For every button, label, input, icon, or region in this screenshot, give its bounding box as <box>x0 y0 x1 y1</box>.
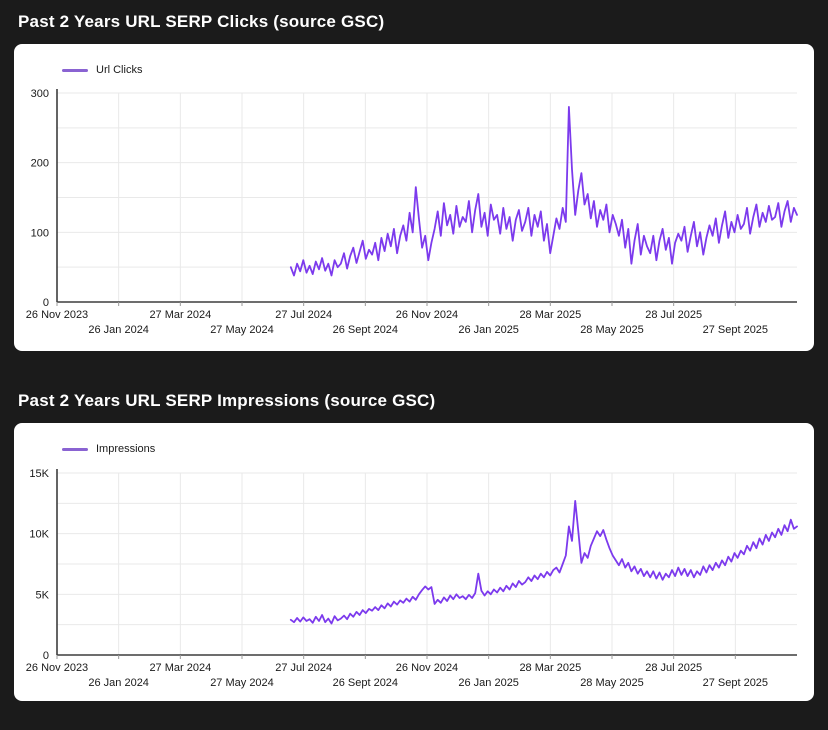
y-tick-label: 300 <box>31 88 49 100</box>
x-tick-label: 27 Mar 2024 <box>149 662 211 674</box>
x-tick-label: 28 Jul 2025 <box>645 309 702 321</box>
clicks-chart-title: Past 2 Years URL SERP Clicks (source GSC… <box>18 12 385 31</box>
x-tick-label: 26 Jan 2025 <box>458 677 519 689</box>
y-tick-label: 10K <box>29 529 49 541</box>
impressions-legend-line-icon <box>62 447 88 451</box>
x-tick-label: 26 Jan 2024 <box>88 677 149 689</box>
y-tick-label: 0 <box>43 297 49 309</box>
x-tick-label: 26 Jan 2024 <box>88 324 149 336</box>
y-tick-label: 200 <box>31 158 49 170</box>
impressions-chart-panel: Impressions 26 Nov 2023 26 Jan 2024 27 Mar… <box>14 423 814 701</box>
y-tick-label: 0 <box>43 650 49 662</box>
x-tick-label: 26 Nov 2024 <box>396 662 458 674</box>
y-tick-label: 5K <box>36 589 50 601</box>
x-tick-label: 27 Mar 2024 <box>149 309 211 321</box>
x-tick-label: 27 Sept 2025 <box>703 324 768 336</box>
y-tick-label: 100 <box>31 227 49 239</box>
x-tick-label: 27 May 2024 <box>210 677 274 689</box>
impressions-line <box>289 500 798 625</box>
x-tick-label: 27 Jul 2024 <box>275 662 332 674</box>
x-tick-label: 26 Jan 2025 <box>458 324 519 336</box>
x-tick-label: 26 Sept 2024 <box>333 324 398 336</box>
x-tick-label: 26 Nov 2023 <box>26 662 88 674</box>
x-tick-label: 27 Jul 2024 <box>275 309 332 321</box>
x-tick-label: 26 Nov 2023 <box>26 309 88 321</box>
impressions-legend-label: Impressions <box>96 443 156 455</box>
clicks-chart-panel: Url Clicks 26 Nov 2023 26 Jan 2024 27 Mar … <box>14 44 814 351</box>
x-tick-label: 28 May 2025 <box>580 677 644 689</box>
x-tick-label: 28 Mar 2025 <box>519 309 581 321</box>
x-tick-label: 27 Sept 2025 <box>703 677 768 689</box>
x-tick-label: 27 May 2024 <box>210 324 274 336</box>
page: { "page": { "background": "#1b1b1b", "pa… <box>0 12 828 730</box>
x-tick-label: 28 Jul 2025 <box>645 662 702 674</box>
y-tick-label: 15K <box>29 468 49 480</box>
clicks-legend-line-icon <box>62 68 88 72</box>
clicks-legend: Url Clicks <box>62 64 142 76</box>
impressions-chart-title: Past 2 Years URL SERP Impressions (sourc… <box>18 391 436 410</box>
clicks-legend-label: Url Clicks <box>96 64 143 76</box>
clicks-section: Past 2 Years URL SERP Clicks (source GSC… <box>0 12 828 351</box>
x-tick-label: 28 Mar 2025 <box>519 662 581 674</box>
clicks-line <box>289 106 798 277</box>
impressions-section: Past 2 Years URL SERP Impressions (sourc… <box>0 391 828 701</box>
x-tick-label: 26 Nov 2024 <box>396 309 458 321</box>
x-tick-label: 28 May 2025 <box>580 324 644 336</box>
impressions-legend: Impressions <box>62 443 155 455</box>
x-tick-label: 26 Sept 2024 <box>333 677 398 689</box>
